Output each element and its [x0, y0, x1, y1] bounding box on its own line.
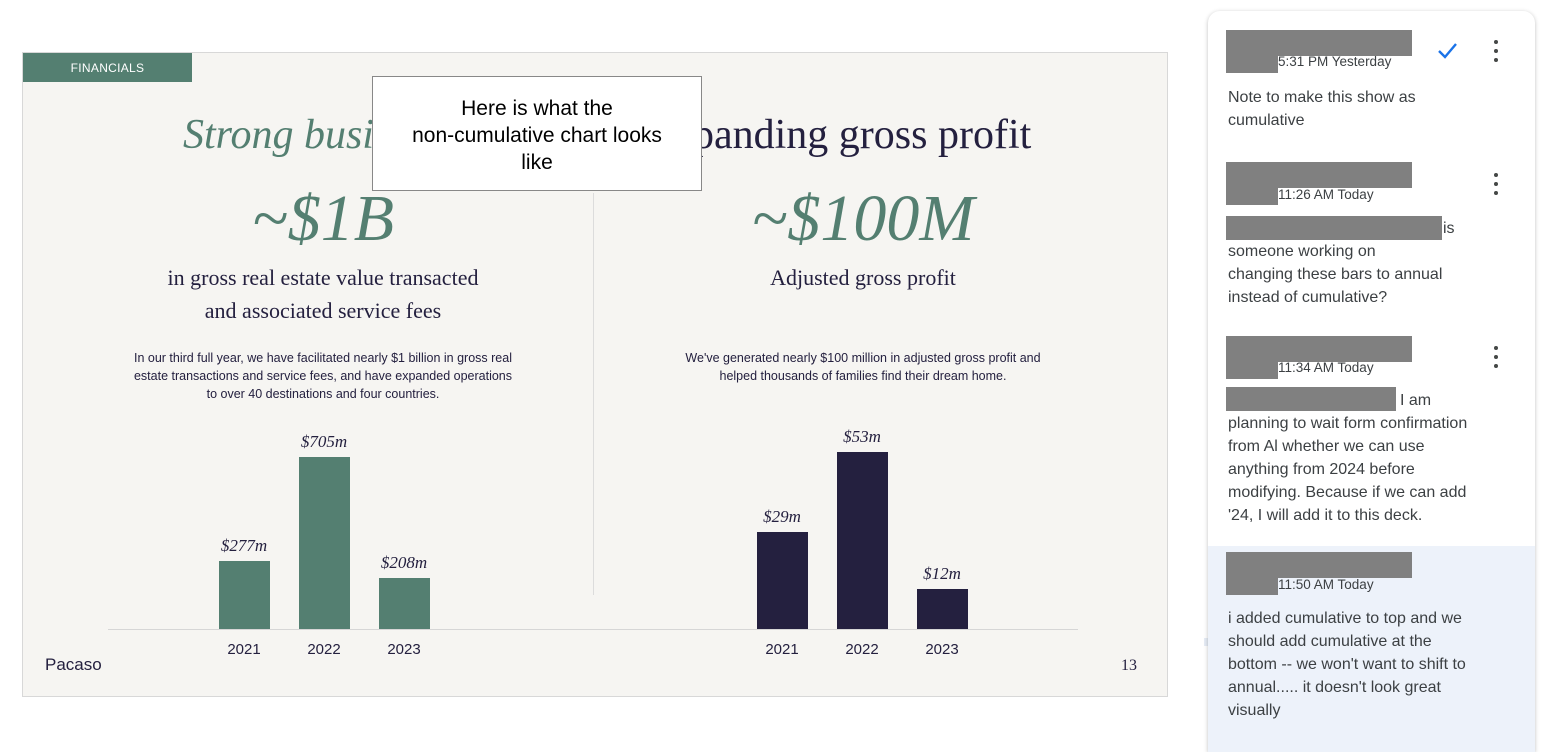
chart-x-tick-label: 2021: [227, 641, 261, 658]
comment-line: cumulative: [1228, 112, 1305, 129]
note-textbox[interactable]: Here is what the non-cumulative chart lo…: [372, 76, 702, 191]
left-subheading-line-2: and associated service fees: [204, 298, 442, 323]
more-options-icon[interactable]: [1488, 40, 1504, 62]
brand-name: Pacaso: [45, 655, 102, 674]
redacted-mention: [1226, 216, 1442, 240]
comments-panel: 5:31 PM Yesterday Note to make this show…: [1208, 11, 1535, 752]
comment-line: I am: [1400, 392, 1432, 409]
note-line-3: like: [521, 151, 553, 174]
more-options-icon[interactable]: [1488, 173, 1504, 195]
right-big-number: ~$100M: [751, 182, 975, 255]
redacted-author-avatar: [1226, 162, 1412, 188]
chart-bar-2021: [757, 532, 808, 629]
left-description-line-1: In our third full year, we have facilita…: [134, 351, 512, 365]
left-description: In our third full year, we have facilita…: [113, 349, 533, 403]
chart-x-tick-label: 2022: [307, 641, 341, 658]
chart-data-label: $277m: [220, 536, 268, 555]
comment-body: i added cumulative to top and we should …: [1228, 607, 1508, 722]
chart-data-label: $12m: [923, 564, 961, 583]
right-description: We've generated nearly $100 million in a…: [653, 349, 1073, 385]
chart-bar-2023: [917, 589, 968, 629]
chart-data-label: $53m: [843, 427, 881, 446]
left-big-number: ~$1B: [251, 182, 395, 255]
comment-line: modifying. Because if we can add: [1228, 484, 1467, 501]
section-tag: FINANCIALS: [23, 53, 192, 82]
redacted-author-avatar: [1226, 552, 1412, 578]
right-heading: panding gross profit: [693, 112, 1032, 158]
chart-data-label: $29m: [763, 507, 801, 526]
chart-x-tick-label: 2023: [387, 641, 421, 658]
comment-thread-4-active[interactable]: 11:50 AM Today i added cumulative to top…: [1208, 546, 1535, 752]
left-description-line-2: estate transactions and service fees, an…: [133, 369, 513, 383]
comment-line: changing these bars to annual: [1228, 266, 1443, 283]
redacted-author-avatar: [1226, 56, 1278, 73]
redacted-author-avatar: [1226, 30, 1412, 56]
redacted-mention: [1226, 387, 1396, 411]
chart-x-tick-label: 2023: [925, 641, 959, 658]
comment-thread-3[interactable]: 11:34 AM Today I am planning to wait for…: [1208, 331, 1535, 546]
redacted-author-avatar: [1226, 188, 1278, 205]
slide-canvas: FINANCIALS Strong busin panding gross pr…: [22, 52, 1168, 697]
column-divider: [593, 193, 594, 595]
left-subheading-line-1: in gross real estate value transacted: [167, 265, 479, 290]
comment-timestamp: 11:50 AM Today: [1278, 577, 1374, 592]
redacted-author-avatar: [1226, 578, 1278, 595]
comment-line: planning to wait form confirmation: [1228, 415, 1468, 432]
comment-line: Note to make this show as: [1228, 89, 1416, 106]
right-subheading: Adjusted gross profit: [770, 265, 956, 290]
active-comment-pointer: [1204, 638, 1210, 646]
comment-line: from Al whether we can use: [1228, 438, 1425, 455]
comment-timestamp: 11:34 AM Today: [1278, 360, 1374, 375]
chart-data-label: $208m: [380, 553, 428, 572]
left-description-line-3: to over 40 destinations and four countri…: [206, 387, 440, 401]
comment-line: visually: [1228, 702, 1281, 719]
comment-line: should add cumulative at the: [1228, 633, 1432, 650]
comment-line: i added cumulative to top and we: [1228, 610, 1462, 627]
checkmark-icon[interactable]: [1436, 39, 1458, 61]
comment-line: annual..... it doesn't look great: [1228, 679, 1441, 696]
page-number: 13: [1121, 657, 1137, 674]
comment-timestamp: 11:26 AM Today: [1278, 187, 1374, 202]
comment-line: bottom -- we won't want to shift to: [1228, 656, 1466, 673]
chart-bar-2021: [219, 561, 270, 629]
chart-bar-2022: [837, 452, 888, 629]
redacted-author-avatar: [1226, 336, 1412, 362]
note-line-1: Here is what the: [461, 97, 613, 120]
comment-timestamp: 5:31 PM Yesterday: [1278, 54, 1392, 69]
left-heading: Strong busin: [183, 112, 395, 158]
chart-x-tick-label: 2021: [765, 641, 799, 658]
redacted-author-avatar: [1226, 362, 1278, 379]
chart-bar-2022: [299, 457, 350, 629]
comment-thread-2[interactable]: 11:26 AM Today is someone working on cha…: [1208, 161, 1535, 331]
left-subheading: in gross real estate value transacted an…: [123, 261, 523, 327]
comment-thread-1[interactable]: 5:31 PM Yesterday Note to make this show…: [1208, 11, 1535, 161]
note-line-2: non-cumulative chart looks: [412, 124, 662, 147]
comment-body: I am planning to wait form confirmation …: [1228, 389, 1508, 527]
right-description-line-2: helped thousands of families find their …: [719, 369, 1007, 383]
comment-line: '24, I will add it to this deck.: [1228, 507, 1423, 524]
comment-line: anything from 2024 before: [1228, 461, 1415, 478]
comment-line: instead of cumulative?: [1228, 289, 1388, 306]
right-description-line-1: We've generated nearly $100 million in a…: [685, 351, 1041, 365]
chart-x-tick-label: 2022: [845, 641, 879, 658]
comment-line: someone working on: [1228, 243, 1376, 260]
more-options-icon[interactable]: [1488, 346, 1504, 368]
comment-line: is: [1443, 220, 1455, 237]
chart-bar-2023: [379, 578, 430, 629]
chart-data-label: $705m: [300, 432, 348, 451]
comment-body: Note to make this show as cumulative: [1228, 86, 1508, 132]
chart-baseline: [108, 629, 1078, 630]
comment-body: is someone working on changing these bar…: [1228, 217, 1508, 309]
